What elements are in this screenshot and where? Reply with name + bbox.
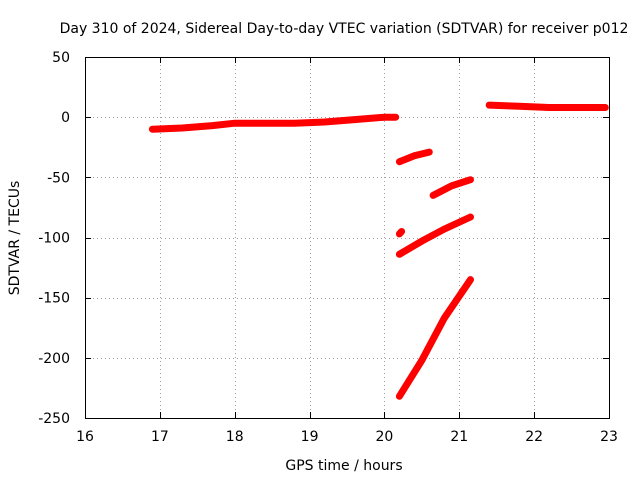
x-tick-label: 16	[76, 429, 94, 445]
series-segment-3	[395, 228, 406, 238]
y-axis-label: SDTVAR / TECUs	[7, 181, 23, 296]
x-tick-label: 19	[301, 429, 319, 445]
plot-frame	[85, 57, 610, 419]
y-tick-label: 0	[61, 110, 70, 126]
x-axis-label: GPS time / hours	[285, 458, 402, 474]
ticks-layer: 16 17 18 19 20 21 22 23 50 0 -50 -100 -150 -200 -250	[38, 50, 618, 445]
y-tick-label: -200	[38, 351, 70, 367]
x-tick-label: 23	[600, 429, 618, 445]
series-segment-6	[395, 276, 474, 400]
y-tick-label: -100	[38, 231, 70, 247]
y-tick-label: -150	[38, 291, 70, 307]
y-tick-label: -50	[47, 170, 70, 186]
x-tick-label: 18	[226, 429, 244, 445]
x-tick-label: 20	[376, 429, 394, 445]
y-tick-label: -250	[38, 411, 70, 427]
x-tick-label: 21	[450, 429, 468, 445]
series-segment-7	[485, 101, 609, 111]
series-segment-5	[429, 176, 474, 199]
y-tick-label: 50	[52, 50, 70, 66]
grid-layer	[85, 57, 609, 418]
series-layer	[148, 101, 609, 400]
x-tick-label: 22	[525, 429, 543, 445]
series-segment-1	[148, 113, 400, 133]
series-segment-4	[395, 213, 474, 258]
chart-title: Day 310 of 2024, Sidereal Day-to-day VTE…	[60, 21, 629, 37]
x-tick-label: 17	[151, 429, 169, 445]
series-segment-2	[395, 148, 433, 166]
